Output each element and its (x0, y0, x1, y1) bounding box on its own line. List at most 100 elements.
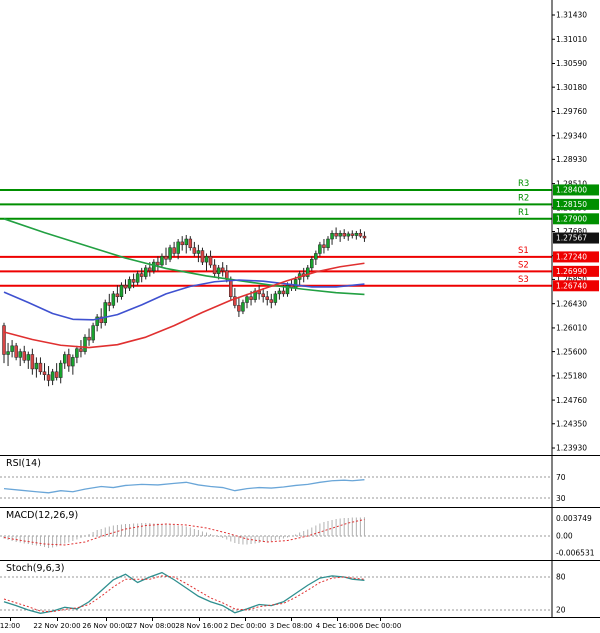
time-label: 22 Nov 20:00 (33, 622, 81, 630)
price-tick-label: 1.26850 (556, 275, 587, 284)
candle-body (58, 362, 63, 378)
price-tick-label: 1.29340 (556, 131, 587, 140)
resistance-price-label: 1.28400 (556, 186, 587, 195)
candle-body (67, 354, 71, 367)
price-tick-label: 1.25180 (556, 372, 587, 381)
candle-body (139, 273, 144, 277)
sr-label-r2: R2 (518, 193, 529, 203)
candle-body (26, 354, 31, 361)
macd-signal-line (3, 519, 365, 546)
candle-body (75, 348, 79, 358)
candle-body (168, 247, 172, 260)
candle-body (330, 232, 334, 240)
candle-body (314, 253, 318, 260)
ma-red-line (3, 262, 365, 349)
candle-body (156, 261, 160, 266)
time-axis[interactable]: 12:00 22 Nov 20:00 26 Nov 00:00 27 Nov 08:0… (0, 618, 600, 633)
rsi-line (3, 479, 365, 494)
candle-body (18, 351, 22, 358)
candle-body (192, 247, 197, 254)
candle-body (188, 238, 193, 248)
candle-body (71, 357, 75, 367)
candle-body (318, 244, 322, 254)
time-axis-tick (380, 618, 381, 621)
candle-body (34, 362, 39, 370)
candle-body (306, 267, 310, 277)
time-axis-tick (57, 618, 58, 621)
candle-body (42, 371, 47, 375)
candle-body (176, 241, 180, 254)
candle-body (131, 279, 136, 283)
support-price-box (553, 251, 599, 263)
price-tick-label: 1.29760 (556, 107, 587, 116)
candle-body (119, 284, 124, 298)
price-tick-label: 1.28510 (556, 179, 587, 188)
candle-body (241, 302, 245, 312)
candle-body (95, 316, 99, 326)
stoch-main-line (3, 571, 365, 614)
time-label: 27 Nov 08:00 (128, 622, 176, 630)
stoch-canvas[interactable]: 80 20 (0, 560, 600, 618)
sr-label-s1: S1 (518, 246, 529, 256)
candle-body (322, 244, 326, 248)
price-tick-label: 1.30590 (556, 59, 587, 68)
time-axis-tick (152, 618, 153, 621)
candle-body (180, 241, 184, 246)
candle-body (326, 238, 330, 248)
rsi-level-label: 70 (556, 473, 566, 482)
candle-body (261, 293, 265, 298)
price-tick-label: 1.26430 (556, 299, 587, 308)
candle-body (277, 290, 282, 295)
time-axis-tick (106, 618, 107, 621)
price-chart-canvas[interactable]: R3 R2 R1 S1 S2 S3 1.31430 1.31010 1.30590 1.30180… (0, 0, 600, 455)
rsi-canvas[interactable]: 70 30 (0, 455, 600, 507)
candle-body (354, 232, 359, 236)
stoch-signal-line (3, 575, 365, 613)
rsi-level-label: 30 (556, 494, 566, 503)
rsi-panel-title: RSI(14) (6, 458, 41, 469)
price-tick-label: 1.27680 (556, 227, 587, 236)
ma-blue-line (3, 279, 365, 321)
candle-body (334, 232, 338, 237)
candle-body (338, 232, 342, 237)
time-label: 28 Nov 16:00 (175, 622, 223, 630)
macd-canvas[interactable]: 0.003749 0.00 -0.006531 (0, 507, 600, 560)
candle-body (152, 261, 156, 272)
candle-body (91, 325, 95, 341)
time-axis-tick (337, 618, 338, 621)
support-price-label: 1.26740 (556, 281, 587, 290)
candle-body (46, 374, 51, 381)
macd-panel-title: MACD(12,26,9) (6, 510, 79, 521)
candle-body (123, 284, 128, 289)
support-price-label: 1.27240 (556, 253, 587, 262)
stoch-panel-title: Stoch(9,6,3) (6, 563, 65, 574)
sr-label-s2: S2 (518, 260, 529, 270)
candle-body (216, 267, 221, 274)
sr-label-r1: R1 (518, 208, 529, 218)
price-tick-label: 1.31430 (556, 11, 587, 20)
candle-body (79, 348, 83, 352)
sr-label-s3: S3 (518, 275, 529, 285)
candle-body (204, 256, 209, 263)
macd-axis-label: 0.00 (556, 532, 573, 541)
candle-body (212, 264, 217, 274)
stoch-level-label: 20 (556, 606, 566, 615)
time-label: 3 Dec 08:00 (269, 622, 313, 630)
candle-body (342, 232, 346, 237)
candle-body (273, 293, 278, 303)
candle-body (293, 279, 298, 289)
candle-body (233, 296, 237, 306)
candle-body (200, 250, 205, 263)
support-price-box (553, 280, 599, 292)
candle-body (346, 233, 350, 237)
price-tick-label: 1.26010 (556, 324, 587, 333)
candle-body (208, 256, 213, 266)
candle-body (249, 296, 253, 300)
candle-body (269, 299, 274, 303)
ma-green-line (3, 218, 365, 296)
price-tick-label: 1.23930 (556, 444, 587, 453)
time-axis-tick (245, 618, 246, 621)
candle-body (111, 293, 116, 306)
candle-body (6, 351, 10, 355)
